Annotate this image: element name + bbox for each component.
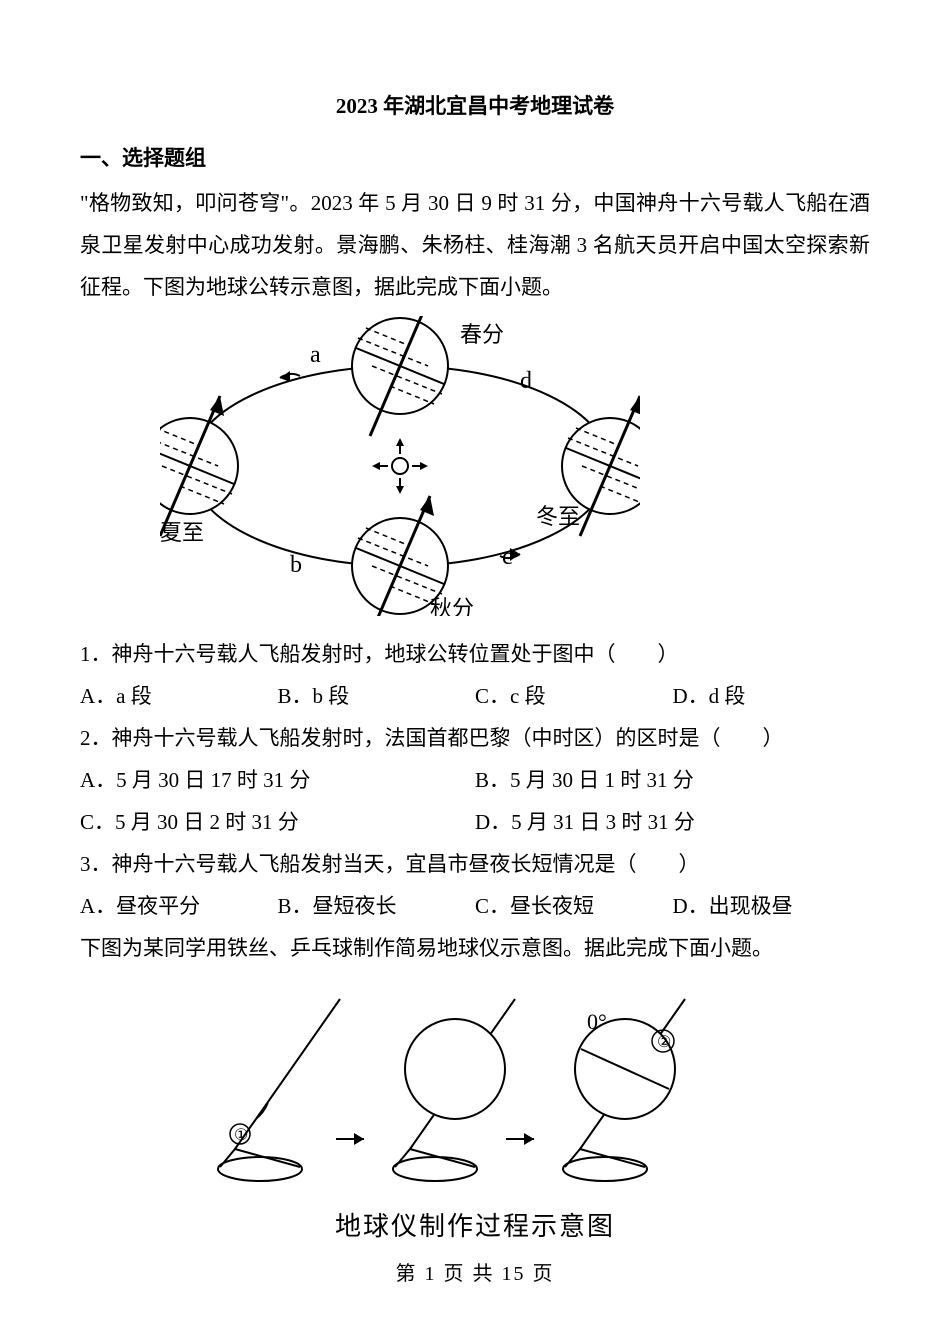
passage-1: "格物致知，叩问苍穹"。2023 年 5 月 30 日 9 时 31 分，中国神… <box>80 182 870 308</box>
label-c: c <box>502 544 513 570</box>
page-footer: 第 1 页 共 15 页 <box>0 1257 950 1286</box>
figure2-caption: 地球仪制作过程示意图 <box>80 1206 870 1243</box>
figure-globe: ① 0° ② 地球仪制作过程示意图 <box>200 989 870 1243</box>
q3-opt-a: A．昼夜平分 <box>80 885 278 927</box>
q2-options-1: A．5 月 30 日 17 时 31 分 B．5 月 30 日 1 时 31 分 <box>80 759 870 801</box>
label-autumn: 秋分 <box>430 596 474 616</box>
q2-opt-d: D．5 月 31 日 3 时 31 分 <box>475 801 870 843</box>
label-zero: 0° <box>587 1009 607 1034</box>
q3-options: A．昼夜平分 B．昼短夜长 C．昼长夜短 D．出现极昼 <box>80 885 870 927</box>
q2-opt-b: B．5 月 30 日 1 时 31 分 <box>475 759 870 801</box>
passage-2: 下图为某同学用铁丝、乒乓球制作简易地球仪示意图。据此完成下面小题。 <box>80 927 870 969</box>
label-summer: 夏至 <box>160 520 204 545</box>
label-marker1: ① <box>234 1127 248 1144</box>
label-b: b <box>290 552 302 578</box>
q1-opt-d: D．d 段 <box>673 675 871 717</box>
q3-opt-c: C．昼长夜短 <box>475 885 673 927</box>
section-heading: 一、选择题组 <box>80 142 870 172</box>
label-spring: 春分 <box>460 322 504 347</box>
q3-opt-b: B．昼短夜长 <box>278 885 476 927</box>
q1-opt-c: C．c 段 <box>475 675 673 717</box>
globe-diagram-svg: ① 0° ② <box>200 989 700 1189</box>
label-a: a <box>310 342 321 368</box>
label-marker2: ② <box>657 1034 671 1051</box>
q3-opt-d: D．出现极昼 <box>673 885 871 927</box>
q2-stem: 2．神舟十六号载人飞船发射时，法国首都巴黎（中时区）的区时是（ ） <box>80 717 870 759</box>
q1-stem: 1．神舟十六号载人飞船发射时，地球公转位置处于图中（ ） <box>80 633 870 675</box>
orbit-diagram-svg: a 春分 d 夏至 b 秋分 c 冬至 <box>160 316 640 616</box>
label-d: d <box>520 368 532 394</box>
q1-options: A．a 段 B．b 段 C．c 段 D．d 段 <box>80 675 870 717</box>
q2-opt-c: C．5 月 30 日 2 时 31 分 <box>80 801 475 843</box>
label-winter: 冬至 <box>536 504 580 529</box>
q1-opt-a: A．a 段 <box>80 675 278 717</box>
q1-opt-b: B．b 段 <box>278 675 476 717</box>
q3-stem: 3．神舟十六号载人飞船发射当天，宜昌市昼夜长短情况是（ ） <box>80 843 870 885</box>
q2-opt-a: A．5 月 30 日 17 时 31 分 <box>80 759 475 801</box>
q2-options-2: C．5 月 30 日 2 时 31 分 D．5 月 31 日 3 时 31 分 <box>80 801 870 843</box>
page-title: 2023 年湖北宜昌中考地理试卷 <box>80 90 870 120</box>
figure-orbit: a 春分 d 夏至 b 秋分 c 冬至 <box>160 316 870 621</box>
